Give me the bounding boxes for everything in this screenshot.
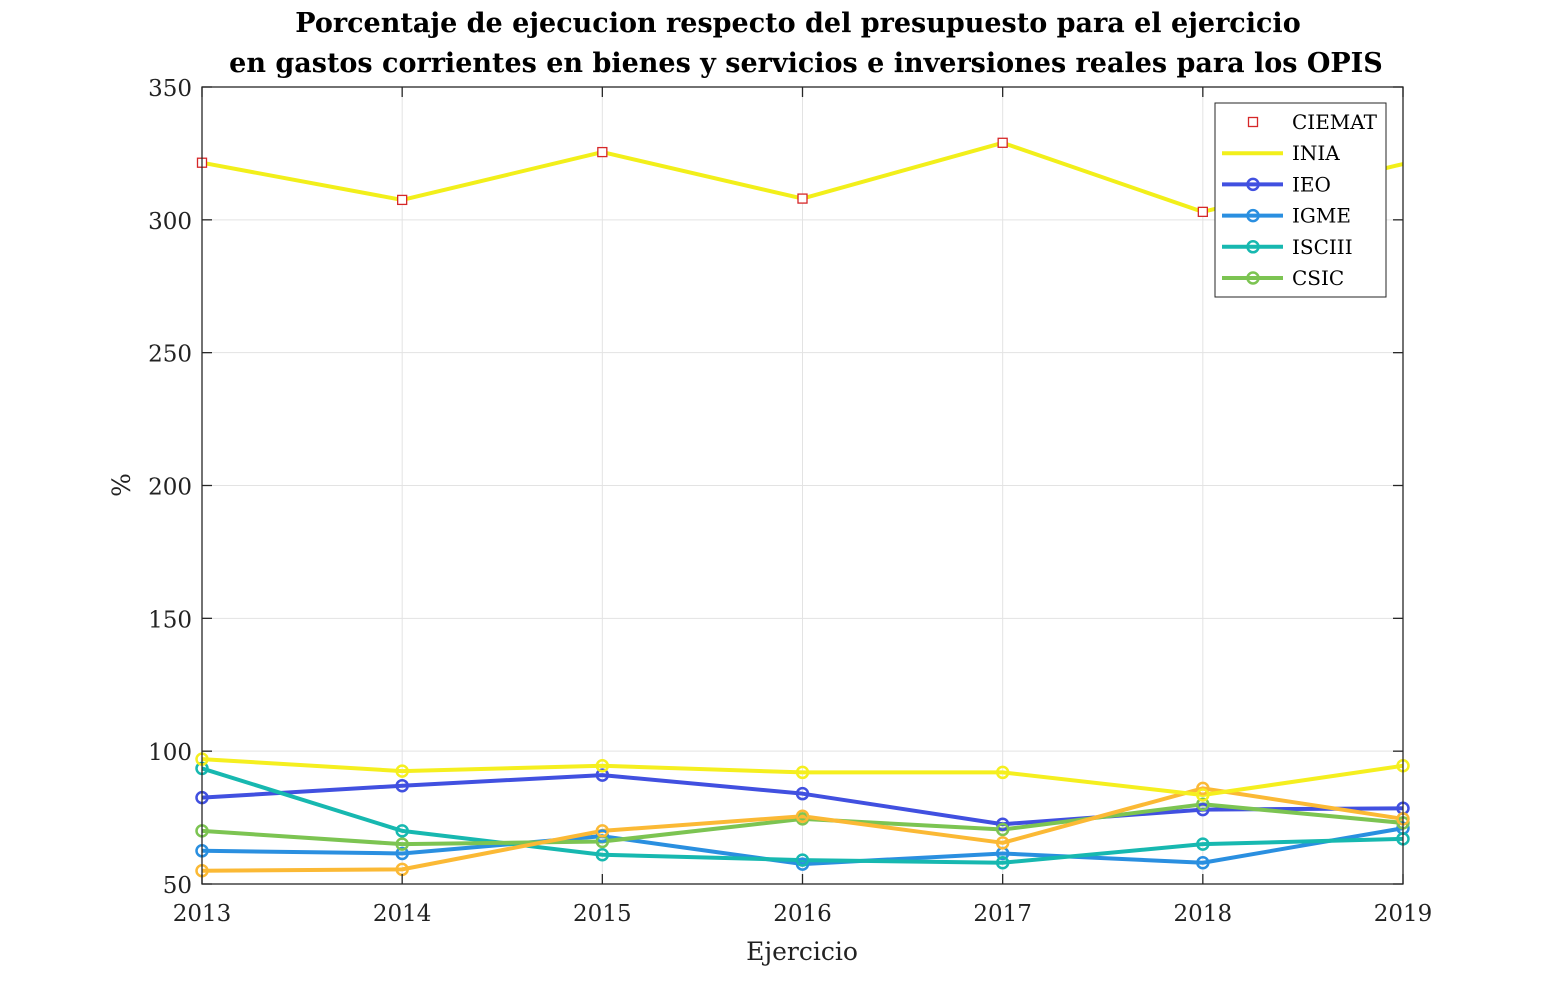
y-tick-label: 100 [148, 740, 192, 766]
legend-swatch-marker [1247, 116, 1259, 128]
data-point-square [1197, 206, 1208, 218]
data-point-square [997, 137, 1008, 148]
data-point [395, 764, 409, 778]
legend-swatch-marker [1246, 208, 1260, 223]
y-tick-label: 200 [148, 475, 192, 501]
y-tick-label: 350 [148, 76, 192, 102]
data-point [1196, 788, 1210, 802]
x-tick-label: 2014 [373, 901, 432, 927]
data-point-square [597, 146, 608, 158]
data-point [795, 786, 810, 801]
x-tick-label: 2017 [973, 901, 1032, 927]
chart-title-line-1: Porcentaje de ejecucion respecto del pre… [295, 8, 1300, 39]
legend-item-ciemat: CIEMAT [1247, 110, 1378, 134]
y-tick-label: 150 [148, 607, 192, 633]
data-point [1196, 837, 1210, 851]
data-point [595, 768, 610, 782]
y-axis-label: % [107, 473, 136, 497]
data-point [795, 809, 810, 824]
data-point [595, 759, 610, 773]
legend-swatch-marker [1246, 177, 1260, 192]
legend-label: CIEMAT [1292, 110, 1378, 134]
legend-item-igme: IGME [1222, 204, 1351, 228]
x-tick-label: 2013 [173, 901, 232, 927]
axis-ticks: 2013 2014 2015 2016 2017 2018 2019 50 100 150 200 2… [148, 76, 1432, 927]
data-point [595, 848, 610, 862]
data-point [395, 846, 409, 861]
legend-swatch-marker [1246, 240, 1260, 254]
legend-label: ISCIII [1292, 235, 1353, 259]
data-point [395, 837, 409, 851]
y-tick-label: 250 [148, 342, 192, 368]
legend: CIEMAT INIA IEO IGME ISCIII CSIC [1214, 102, 1387, 298]
legend-label: IEO [1292, 172, 1331, 196]
series-line-igme [201, 826, 1404, 867]
legend-item-csic: CSIC [1222, 266, 1344, 290]
legend-item-isciii: ISCIII [1222, 235, 1353, 259]
data-point [1196, 781, 1210, 796]
series-markers [195, 137, 1410, 878]
chart-title-line-2: en gastos corrientes en bienes y servici… [229, 48, 1383, 79]
data-point [1196, 855, 1210, 870]
series-line-isciii [201, 766, 1404, 865]
legend-swatch-marker [1246, 271, 1260, 285]
data-point [395, 778, 409, 793]
legend-box [1214, 102, 1387, 298]
data-point [995, 836, 1010, 850]
data-point [995, 855, 1010, 870]
x-tick-label: 2015 [573, 901, 632, 927]
data-point [395, 824, 409, 838]
data-point [1196, 797, 1210, 812]
data-point [1196, 802, 1210, 817]
x-tick-label: 2019 [1374, 901, 1433, 927]
x-tick-label: 2016 [773, 901, 832, 927]
legend-label: CSIC [1292, 266, 1344, 290]
data-point [795, 765, 810, 780]
x-tick-label: 2018 [1174, 901, 1233, 927]
data-point [795, 853, 810, 867]
x-axis-label: Ejercicio [746, 937, 858, 966]
data-point [995, 817, 1010, 831]
data-point-square [397, 194, 408, 206]
data-point [995, 822, 1010, 837]
data-point-square [797, 193, 808, 204]
y-tick-label: 300 [148, 209, 192, 235]
data-point [595, 824, 610, 838]
legend-label: INIA [1292, 141, 1340, 165]
data-point [995, 765, 1010, 780]
data-point [595, 829, 610, 843]
legend-label: IGME [1292, 204, 1351, 228]
data-point [795, 857, 810, 871]
y-tick-label: 50 [163, 873, 192, 899]
legend-item-ieo: IEO [1222, 172, 1331, 196]
legend-item-inia: INIA [1222, 141, 1340, 165]
